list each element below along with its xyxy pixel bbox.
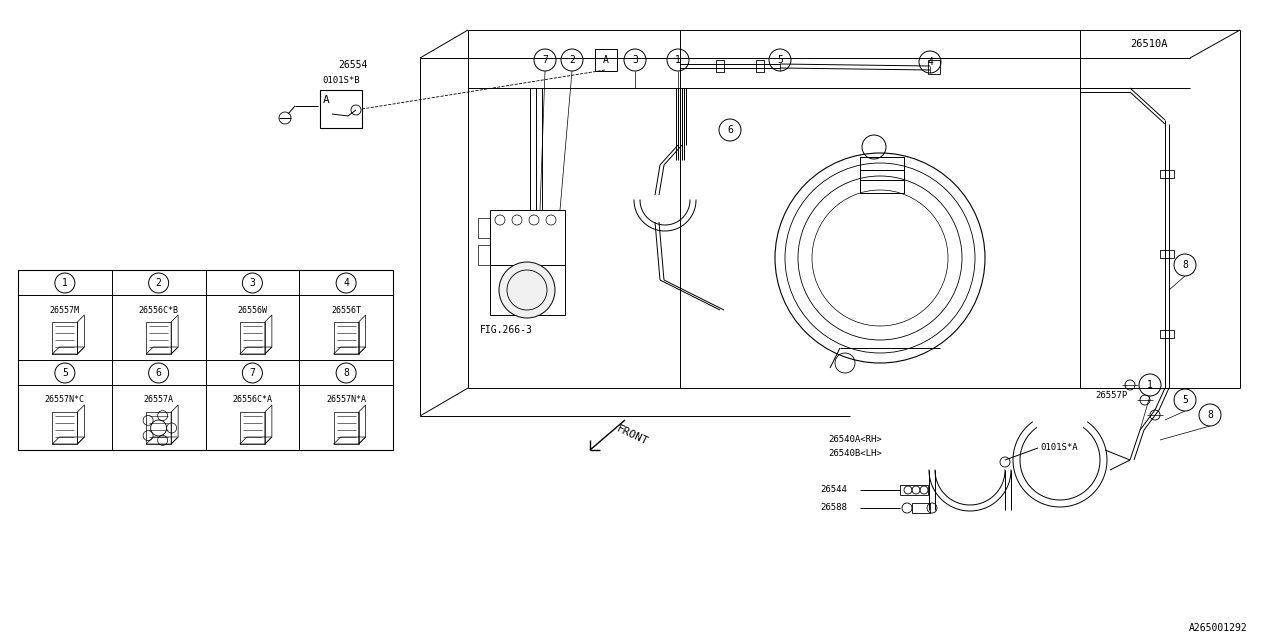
Text: 3: 3	[632, 55, 637, 65]
Text: 26588: 26588	[820, 504, 847, 513]
Text: 26540A<RH>: 26540A<RH>	[828, 435, 882, 445]
Bar	[1160, 170, 1174, 178]
Bar	[490, 210, 564, 265]
Text: 26556C*A: 26556C*A	[233, 396, 273, 404]
Text: FIG.266-3: FIG.266-3	[480, 325, 532, 335]
Text: 2: 2	[570, 55, 575, 65]
Text: 5: 5	[777, 55, 783, 65]
Text: 26556C*B: 26556C*B	[138, 305, 179, 314]
Bar	[928, 60, 940, 74]
Text: A: A	[323, 95, 330, 105]
Text: 26557P: 26557P	[1094, 390, 1128, 399]
Text: 4: 4	[343, 278, 349, 288]
Text: 2: 2	[156, 278, 161, 288]
Text: 26544: 26544	[820, 486, 847, 495]
Bar	[490, 265, 564, 315]
Bar	[900, 485, 928, 495]
Text: 26557N*C: 26557N*C	[45, 396, 84, 404]
Text: A: A	[603, 55, 609, 65]
Text: 6: 6	[156, 368, 161, 378]
Text: A265001292: A265001292	[1189, 623, 1248, 633]
Bar	[1160, 250, 1174, 258]
Text: 8: 8	[1207, 410, 1213, 420]
Text: 26557M: 26557M	[50, 305, 79, 314]
Text: 8: 8	[1181, 260, 1188, 270]
Text: FRONT: FRONT	[614, 423, 650, 447]
Text: 26556T: 26556T	[332, 305, 361, 314]
Text: 26540B<LH>: 26540B<LH>	[828, 449, 882, 458]
Text: 1: 1	[675, 55, 681, 65]
Text: 26556W: 26556W	[237, 305, 268, 314]
Bar	[320, 90, 362, 128]
Circle shape	[499, 262, 556, 318]
Bar	[860, 157, 904, 193]
Text: 6: 6	[727, 125, 733, 135]
Bar	[18, 270, 393, 450]
Bar	[477, 245, 490, 265]
Text: 8: 8	[343, 368, 349, 378]
Bar	[756, 60, 764, 72]
Text: 5: 5	[1181, 395, 1188, 405]
Bar	[716, 60, 724, 72]
Bar	[1160, 330, 1174, 338]
Text: 26510A: 26510A	[1130, 39, 1167, 49]
Text: 26557A: 26557A	[143, 396, 174, 404]
Text: 0101S*B: 0101S*B	[323, 76, 360, 84]
Text: 0101S*A: 0101S*A	[1039, 444, 1078, 452]
Bar	[913, 503, 931, 513]
Text: 1: 1	[1147, 380, 1153, 390]
Text: 1: 1	[61, 278, 68, 288]
Text: 5: 5	[61, 368, 68, 378]
Text: 26554: 26554	[338, 60, 367, 70]
Bar	[477, 218, 490, 238]
Text: 7: 7	[250, 368, 255, 378]
Text: 7: 7	[541, 55, 548, 65]
Bar	[595, 49, 617, 71]
Text: 26557N*A: 26557N*A	[326, 396, 366, 404]
Text: 3: 3	[250, 278, 255, 288]
Text: 4: 4	[927, 57, 933, 67]
